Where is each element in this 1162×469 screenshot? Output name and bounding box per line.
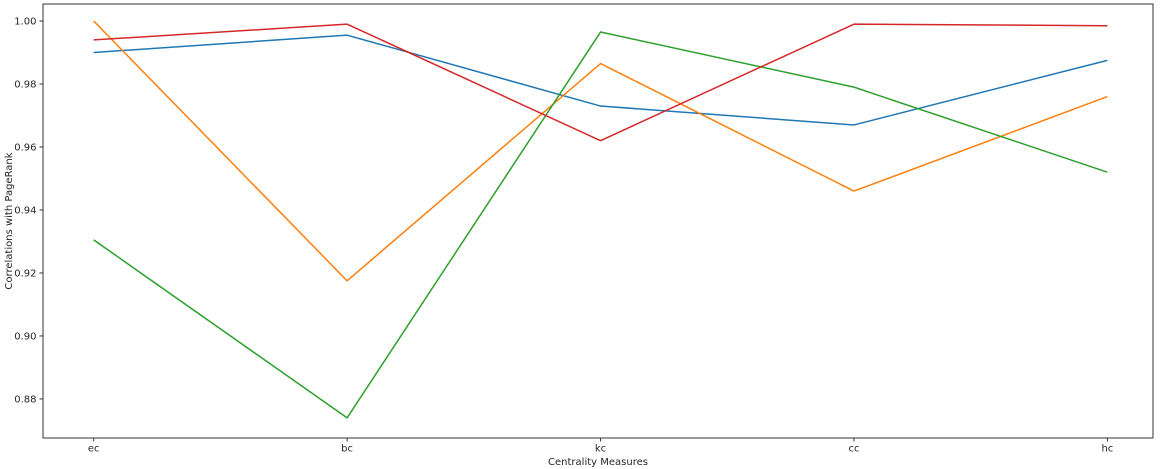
y-tick-label: 0.96 xyxy=(14,142,36,153)
series-orange-line xyxy=(93,20,1108,282)
y-tick-label: 1.00 xyxy=(14,17,36,28)
y-tick-label: 0.90 xyxy=(14,331,36,342)
x-tick-label: ec xyxy=(88,444,100,455)
x-tick-label: cc xyxy=(848,444,859,455)
series-green-line xyxy=(93,31,1108,419)
x-axis-label: Centrality Measures xyxy=(548,457,648,468)
plot-area-border xyxy=(42,3,1154,439)
series-layer xyxy=(93,20,1108,419)
x-tick-label: bc xyxy=(341,444,353,455)
series-red-line xyxy=(93,23,1108,142)
series-blue-line xyxy=(93,34,1108,126)
x-tick-label: hc xyxy=(1101,444,1113,455)
y-tick-label: 0.88 xyxy=(14,394,36,405)
x-tick-label: kc xyxy=(595,444,606,455)
ticks-layer: ec bc kc cc hc 0.88 0.90 0.92 0.94 0.96 0.98 1.00 xyxy=(14,17,1113,455)
y-axis-label: Correlations with PageRank xyxy=(4,152,15,289)
y-tick-label: 0.98 xyxy=(14,79,36,90)
y-tick-label: 0.92 xyxy=(14,268,36,279)
y-tick-label: 0.94 xyxy=(14,205,36,216)
